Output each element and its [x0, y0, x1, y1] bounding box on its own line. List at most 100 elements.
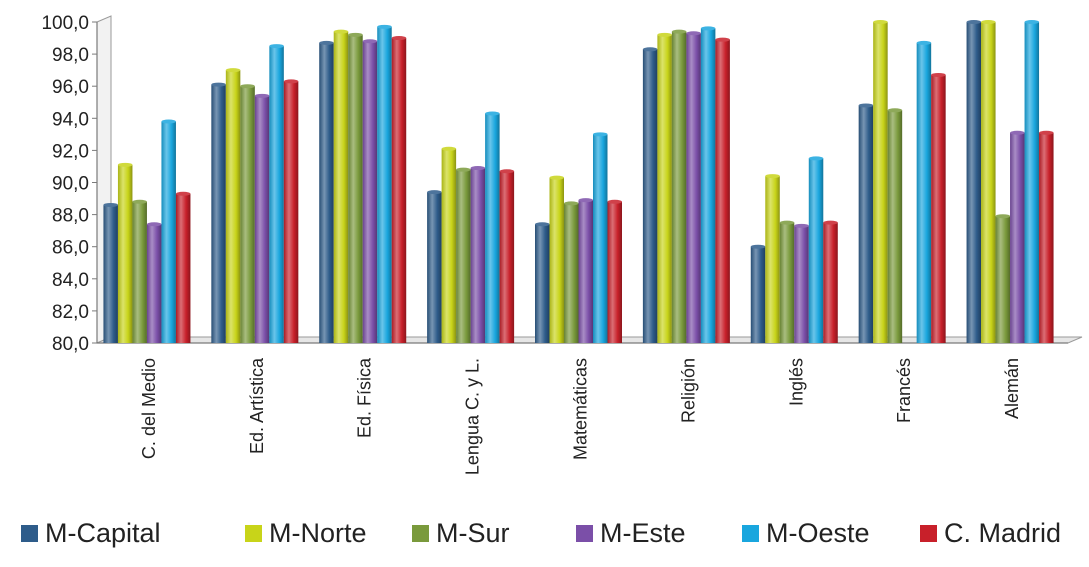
- bar-body: [499, 171, 515, 343]
- bar-body: [535, 224, 550, 343]
- bar-top: [593, 132, 608, 137]
- bar-body: [211, 84, 226, 343]
- x-tick-label: Francés: [894, 358, 914, 423]
- bar-top: [456, 167, 471, 172]
- bar-top: [441, 146, 457, 151]
- bar: [117, 162, 133, 343]
- bar-top: [254, 93, 270, 98]
- bar-body: [103, 204, 118, 343]
- bar-top: [765, 174, 780, 179]
- legend-swatch: [576, 525, 593, 542]
- bar-body: [146, 224, 162, 343]
- bar-top: [211, 82, 226, 87]
- bar-top: [858, 103, 874, 108]
- bar-body: [823, 222, 838, 343]
- legend-item: C. Madrid: [920, 518, 1061, 548]
- bar: [470, 166, 486, 343]
- bar: [779, 220, 795, 343]
- y-axis-ticks: 80,0 82,0 84,0 86,0 88,0 90,0 92,0 94,0 96,0 98,0…: [41, 13, 97, 355]
- bar-top: [700, 26, 716, 31]
- bar: [916, 40, 932, 344]
- bar-body: [931, 74, 946, 343]
- bar-body: [808, 158, 824, 343]
- bar-top: [578, 198, 593, 203]
- bar-body: [1024, 22, 1040, 343]
- bar: [966, 20, 982, 343]
- bar: [269, 44, 284, 343]
- chart-legend: M-Capital M-Norte M-Sur M-Este M-Oeste C. Mad…: [21, 518, 1061, 548]
- bar-top: [794, 223, 809, 228]
- bar: [750, 244, 766, 343]
- bar-body: [750, 246, 766, 343]
- bar-top: [1010, 130, 1025, 135]
- bar-body: [283, 81, 299, 343]
- bar: [225, 68, 241, 344]
- legend-swatch: [742, 525, 759, 542]
- bar-body: [607, 201, 622, 343]
- legend-item: M-Sur: [412, 518, 510, 548]
- x-tick-label: Alemán: [1002, 358, 1022, 419]
- bar: [1024, 20, 1040, 343]
- bar: [499, 169, 515, 343]
- bar: [391, 36, 407, 344]
- bar: [700, 26, 716, 343]
- bar: [607, 199, 622, 343]
- bar: [765, 174, 780, 343]
- legend-swatch: [920, 525, 937, 542]
- bar-body: [715, 39, 730, 343]
- bar-body: [362, 41, 378, 343]
- x-tick-label: Ed. Artística: [247, 357, 267, 454]
- bar-top: [916, 40, 932, 45]
- bar: [931, 72, 946, 343]
- bar: [794, 223, 809, 343]
- y-tick-label: 84,0: [52, 270, 89, 291]
- chart-bars: [103, 20, 1054, 344]
- bar-top: [225, 68, 241, 73]
- bar-top: [808, 156, 824, 161]
- legend-swatch: [245, 525, 262, 542]
- x-tick-label: Inglés: [786, 358, 806, 406]
- bar: [887, 108, 903, 344]
- bar-top: [779, 220, 795, 225]
- legend-label: M-Oeste: [766, 518, 870, 548]
- y-tick-label: 96,0: [52, 77, 89, 98]
- bar: [283, 79, 299, 343]
- bar-top: [161, 119, 176, 124]
- bar-top: [686, 31, 701, 36]
- bar-body: [700, 28, 716, 343]
- legend-label: M-Este: [600, 518, 686, 548]
- bar: [319, 40, 334, 344]
- bar-top: [823, 220, 838, 225]
- bar-body: [470, 168, 486, 343]
- bar-body: [132, 201, 147, 343]
- bar-top: [1039, 130, 1054, 135]
- bar: [808, 156, 824, 343]
- legend-swatch: [412, 525, 429, 542]
- bar-body: [175, 193, 191, 343]
- bar-body: [1039, 132, 1054, 343]
- bar: [1039, 130, 1054, 343]
- y-tick-label: 100,0: [41, 13, 89, 34]
- bar-body: [348, 34, 363, 344]
- x-tick-label: Lengua C. y L.: [463, 358, 483, 475]
- bar-body: [657, 34, 672, 344]
- bar-body: [966, 22, 982, 343]
- bar-top: [966, 20, 982, 24]
- legend-swatch: [21, 525, 38, 542]
- bar: [441, 146, 457, 343]
- bar-top: [535, 222, 550, 227]
- bar-top: [362, 39, 378, 44]
- legend-label: M-Norte: [269, 518, 367, 548]
- x-axis-labels: C. del Medio Ed. Artística Ed. Física Lengu…: [139, 357, 1022, 475]
- bar: [578, 198, 593, 343]
- bar-top: [348, 32, 363, 37]
- bar: [981, 20, 996, 343]
- bar: [103, 202, 118, 343]
- bar: [671, 29, 687, 343]
- bar-body: [671, 31, 687, 343]
- bar-top: [671, 29, 687, 34]
- bar-top: [715, 37, 730, 42]
- y-tick-label: 90,0: [52, 174, 89, 195]
- bar-top: [485, 111, 500, 116]
